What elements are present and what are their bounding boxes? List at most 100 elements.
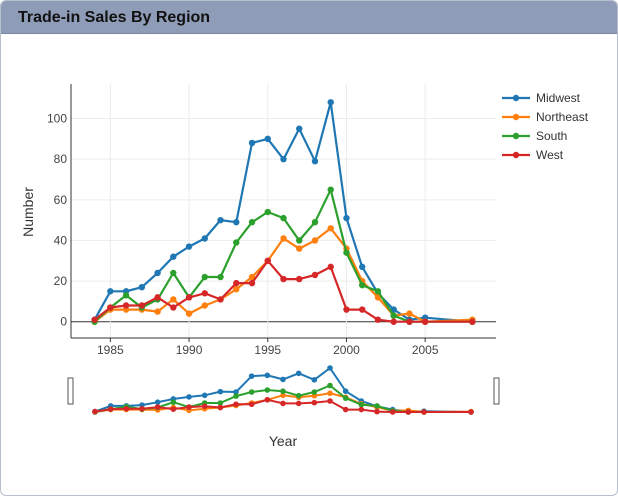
data-point[interactable] (311, 271, 319, 279)
legend-marker (512, 151, 520, 159)
x-tick-label: 2000 (333, 343, 360, 357)
legend-label: South (536, 129, 567, 143)
range-series-west (92, 396, 474, 415)
legend-item-south[interactable]: South (502, 129, 567, 143)
data-point[interactable] (359, 263, 366, 271)
range-point (186, 404, 192, 410)
range-point (217, 400, 224, 406)
range-selector[interactable] (67, 365, 500, 415)
data-point[interactable] (280, 214, 287, 222)
data-point[interactable] (311, 158, 319, 165)
data-point[interactable] (233, 218, 240, 226)
data-point[interactable] (311, 237, 319, 244)
data-point[interactable] (359, 306, 366, 313)
data-point[interactable] (327, 186, 334, 193)
data-point[interactable] (217, 273, 224, 281)
range-point (280, 388, 286, 395)
range-point (154, 399, 161, 406)
data-point[interactable] (264, 135, 271, 143)
data-point[interactable] (343, 306, 350, 313)
y-tick-label: 20 (54, 274, 68, 288)
data-point[interactable] (122, 302, 130, 309)
data-point[interactable] (185, 310, 193, 317)
data-point[interactable] (201, 235, 208, 242)
range-handle-left[interactable] (67, 377, 74, 405)
range-point (327, 382, 333, 389)
range-handle-right[interactable] (493, 377, 500, 405)
data-point[interactable] (327, 99, 334, 106)
data-point[interactable] (122, 292, 130, 299)
data-point[interactable] (390, 312, 397, 319)
data-point[interactable] (201, 273, 208, 281)
data-point[interactable] (138, 284, 146, 291)
data-point[interactable] (217, 216, 224, 224)
axes (70, 84, 496, 339)
legend-item-midwest[interactable]: Midwest (502, 91, 581, 105)
data-point[interactable] (201, 290, 208, 297)
data-point[interactable] (296, 125, 303, 132)
range-point (295, 370, 302, 377)
data-point[interactable] (327, 263, 334, 271)
grid (71, 84, 496, 338)
data-point[interactable] (233, 279, 240, 287)
data-point[interactable] (91, 316, 98, 323)
data-point[interactable] (374, 288, 382, 295)
data-point[interactable] (327, 225, 334, 232)
data-point[interactable] (421, 318, 429, 325)
data-point[interactable] (296, 245, 303, 252)
data-point[interactable] (406, 318, 413, 325)
range-point (248, 373, 255, 379)
data-point[interactable] (248, 279, 256, 287)
data-point[interactable] (170, 296, 177, 303)
data-point[interactable] (374, 316, 382, 323)
data-point[interactable] (248, 139, 256, 147)
data-point[interactable] (233, 286, 240, 293)
data-point[interactable] (248, 218, 256, 226)
data-point[interactable] (469, 318, 476, 325)
data-point[interactable] (406, 310, 413, 317)
range-point (154, 404, 161, 410)
y-axis-title: Number (20, 187, 36, 237)
data-point[interactable] (280, 275, 287, 283)
data-point[interactable] (264, 208, 271, 216)
data-point[interactable] (138, 302, 146, 309)
data-point[interactable] (107, 288, 114, 295)
range-point (342, 388, 349, 395)
data-point[interactable] (154, 308, 161, 315)
data-point[interactable] (311, 218, 319, 226)
series-midwest (91, 99, 476, 325)
data-point[interactable] (390, 318, 397, 325)
data-point[interactable] (280, 155, 287, 163)
legend-label: Northeast (536, 110, 589, 124)
data-point[interactable] (248, 273, 256, 281)
data-point[interactable] (170, 253, 177, 260)
data-point[interactable] (343, 249, 350, 256)
legend: Midwest Northeast South West (502, 91, 589, 162)
data-point[interactable] (359, 281, 366, 289)
data-point[interactable] (185, 243, 193, 250)
panel-header: Trade-in Sales By Region (1, 1, 617, 34)
data-point[interactable] (201, 302, 208, 309)
series-west (91, 257, 476, 325)
data-point[interactable] (107, 304, 114, 311)
legend-marker (512, 94, 520, 102)
legend-item-northeast[interactable]: Northeast (502, 110, 589, 124)
data-point[interactable] (343, 214, 350, 222)
data-point[interactable] (154, 269, 161, 277)
range-point (421, 409, 427, 415)
data-point[interactable] (217, 296, 224, 303)
data-point[interactable] (296, 275, 303, 283)
data-point[interactable] (185, 294, 193, 301)
range-point (201, 392, 208, 399)
legend-item-west[interactable]: West (502, 148, 564, 162)
data-point[interactable] (233, 239, 240, 246)
data-point[interactable] (296, 237, 303, 244)
range-point (217, 388, 224, 395)
data-point[interactable] (170, 304, 177, 311)
data-point[interactable] (264, 257, 271, 264)
range-point (327, 398, 333, 404)
y-tick-label: 80 (54, 152, 68, 166)
data-point[interactable] (280, 235, 287, 242)
data-point[interactable] (154, 294, 161, 301)
data-point[interactable] (170, 269, 177, 277)
